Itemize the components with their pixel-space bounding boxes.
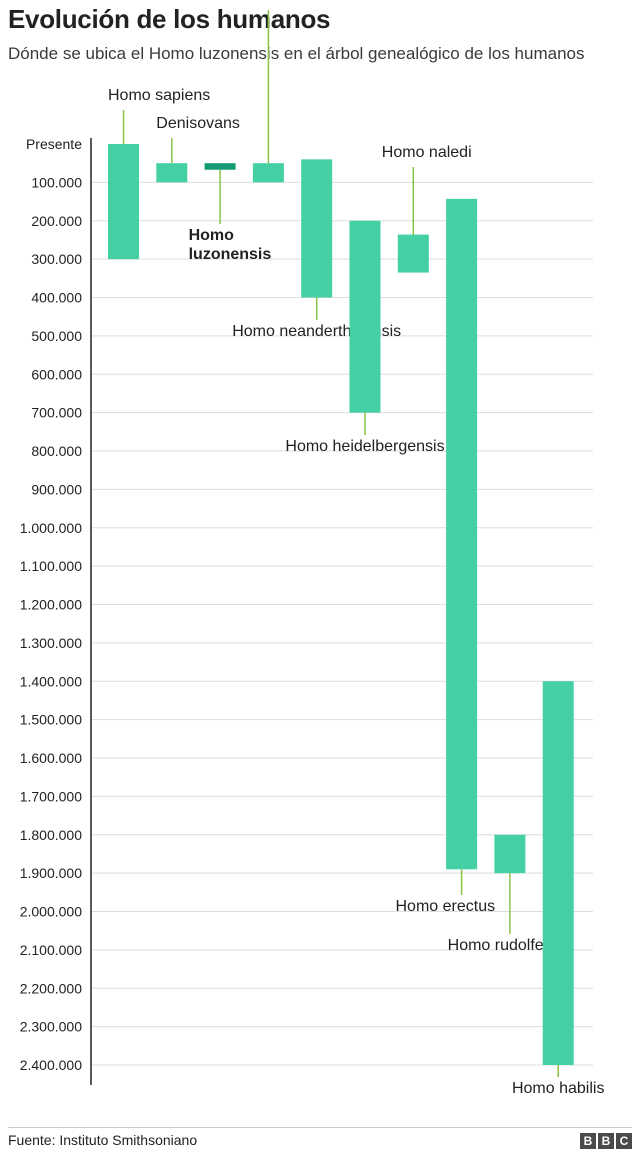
label-homo-luzonensis: Homo luzonensis	[189, 227, 272, 263]
y-tick-label: 1.100.000	[20, 558, 82, 574]
bar-homo-sapiens	[108, 144, 139, 260]
y-tick-label: 1.900.000	[20, 865, 82, 881]
bbc-logo: B B C	[580, 1133, 632, 1149]
y-tick-label: 2.200.000	[20, 980, 82, 996]
y-tick-label: 600.000	[31, 366, 82, 382]
label-homo-erectus: Homo erectus	[396, 898, 496, 915]
footer-divider	[8, 1127, 632, 1128]
y-tick-label: 1.600.000	[20, 750, 82, 766]
label-line: Homo rudolfensis	[448, 937, 573, 954]
label-line: Homo naledi	[382, 144, 472, 161]
y-tick-label: 1.800.000	[20, 827, 82, 843]
y-tick-label: Presente	[26, 136, 82, 152]
y-tick-label: 200.000	[31, 213, 82, 229]
label-homo-floresiensis: Homo floresiensis	[237, 0, 364, 4]
y-tick-label: 900.000	[31, 481, 82, 497]
label-line: Homo habilis	[512, 1080, 604, 1097]
y-tick-label: 500.000	[31, 328, 82, 344]
label-homo-heidelbergensis: Homo heidelbergensis	[285, 438, 444, 455]
bbc-logo-letter: C	[616, 1133, 632, 1149]
y-tick-label: 2.000.000	[20, 904, 82, 920]
bar-homo-heidelbergensis	[349, 220, 381, 413]
bbc-logo-letter: B	[580, 1133, 596, 1149]
y-tick-label: 2.300.000	[20, 1019, 82, 1035]
y-tick-label: 800.000	[31, 443, 82, 459]
species-timeline-chart: Presente 100.000 200.000 300.000 400.000 500.…	[20, 0, 605, 1097]
label-homo-habilis: Homo habilis	[512, 1080, 604, 1097]
bbc-logo-letter: B	[598, 1133, 614, 1149]
label-line: luzonensis	[189, 246, 272, 263]
label-line: Denisovans	[156, 115, 240, 132]
label-line: Homo erectus	[396, 898, 496, 915]
bar-homo-luzonensis	[204, 163, 236, 170]
bar-homo-floresiensis	[252, 163, 284, 183]
y-tick-label: 400.000	[31, 290, 82, 306]
y-tick-label: 1.400.000	[20, 673, 82, 689]
bar-denisovans	[156, 163, 188, 183]
bar-homo-erectus	[446, 198, 478, 870]
y-tick-label: 1.200.000	[20, 597, 82, 613]
label-homo-rudolfensis: Homo rudolfensis	[448, 937, 573, 954]
bar-homo-neanderthalensis	[301, 159, 333, 298]
y-tick-label: 2.400.000	[20, 1057, 82, 1073]
label-homo-naledi: Homo naledi	[382, 144, 472, 161]
bar-homo-naledi	[397, 234, 429, 273]
source-note: Fuente: Instituto Smithsoniano	[8, 1132, 198, 1148]
chart-title: Evolución de los humanos	[8, 4, 331, 34]
label-line: Homo sapiens	[108, 87, 210, 104]
bar-homo-habilis	[542, 681, 574, 1065]
bar-homo-rudolfensis	[494, 834, 526, 874]
y-tick-label: 2.100.000	[20, 942, 82, 958]
y-tick-label: 1.000.000	[20, 520, 82, 536]
y-tick-label: 1.500.000	[20, 712, 82, 728]
label-homo-sapiens: Homo sapiens	[108, 87, 210, 104]
chart-subtitle: Dónde se ubica el Homo luzonensis en el …	[8, 44, 585, 63]
label-line: Homo	[189, 227, 235, 244]
y-tick-label: 1.300.000	[20, 635, 82, 651]
label-denisovans: Denisovans	[156, 115, 240, 132]
label-line: Homo heidelbergensis	[285, 438, 444, 455]
y-tick-label: 700.000	[31, 405, 82, 421]
y-tick-label: 1.700.000	[20, 788, 82, 804]
label-line: Homo floresiensis	[237, 0, 364, 4]
y-tick-label: 300.000	[31, 251, 82, 267]
y-tick-label: 100.000	[31, 174, 82, 190]
